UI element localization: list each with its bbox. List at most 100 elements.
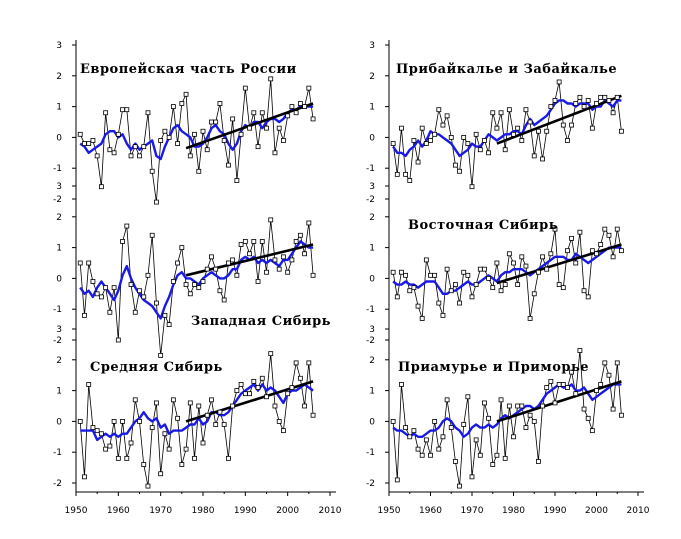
annual-point: [502, 455, 508, 461]
annual-point: [268, 76, 274, 82]
annual-point: [170, 397, 176, 403]
annual-point: [573, 260, 579, 266]
annual-point: [132, 309, 138, 315]
annual-point: [217, 409, 223, 415]
annual-point: [581, 406, 587, 412]
annual-point: [548, 104, 554, 109]
annual-point: [577, 348, 583, 353]
annual-point: [293, 360, 299, 366]
y-tick-label: 0: [56, 133, 62, 143]
annual-point: [536, 269, 541, 275]
y-tick-label: 2: [56, 356, 62, 366]
annual-point: [585, 98, 591, 103]
annual-point: [179, 245, 185, 251]
annual-point: [436, 107, 442, 113]
annual-point: [302, 251, 308, 257]
annual-point: [200, 279, 206, 284]
annual-point: [289, 257, 295, 263]
annual-point: [531, 291, 537, 297]
annual-point: [610, 406, 616, 412]
annual-point: [209, 254, 214, 260]
annual-point: [573, 101, 579, 106]
right-column: 1950 1960 1970 1980 1990 2000 20103210-1-23210…: [366, 40, 650, 516]
annual-point: [230, 403, 236, 409]
annual-point: [137, 418, 142, 424]
annual-point: [247, 391, 252, 397]
annual-point: [120, 239, 125, 244]
annual-point: [565, 248, 570, 254]
annual-point: [107, 147, 113, 153]
panel-title: Приамурье и Приморье: [398, 360, 589, 375]
annual-point: [120, 107, 125, 113]
annual-point: [264, 394, 269, 400]
annual-point: [200, 128, 206, 134]
annual-point: [407, 434, 413, 440]
annual-point: [238, 242, 244, 247]
panel-3: Прибайкалье и Забайкалье: [390, 62, 624, 190]
annual-point: [452, 459, 458, 464]
annual-point: [461, 269, 467, 275]
annual-point: [141, 462, 147, 467]
trend-line: [496, 380, 622, 423]
annual-point: [544, 128, 550, 134]
annual-point: [166, 322, 172, 328]
annual-point: [457, 168, 462, 174]
y-tick-label: 3: [56, 325, 62, 335]
y-tick-label: 3: [369, 325, 375, 335]
annual-point: [511, 131, 516, 137]
x-tick-label: 2010: [627, 506, 650, 516]
annual-point: [107, 309, 113, 315]
annual-point: [225, 162, 231, 168]
annual-point: [99, 184, 104, 190]
y-tick-label: 2: [56, 72, 62, 82]
annual-point: [238, 131, 244, 137]
annual-point: [440, 312, 446, 318]
annual-point: [448, 425, 454, 430]
annual-point: [411, 428, 417, 434]
annual-point: [581, 288, 587, 294]
y-tick-label: 1: [369, 103, 375, 113]
annual-point: [589, 428, 595, 434]
annual-point: [86, 141, 92, 146]
annual-point: [577, 229, 583, 235]
annual-point: [179, 462, 185, 467]
annual-point: [560, 285, 566, 291]
annual-point: [217, 101, 223, 106]
annual-point: [552, 226, 558, 232]
annual-point: [272, 150, 278, 156]
annual-point: [527, 412, 533, 418]
annual-point: [213, 422, 219, 427]
annual-point: [204, 412, 210, 418]
y-tick-label: 3: [369, 41, 375, 51]
annual-point: [251, 378, 257, 384]
annual-point: [162, 431, 168, 437]
annual-point: [523, 107, 529, 113]
annual-point: [162, 128, 168, 134]
annual-point: [536, 459, 541, 464]
annual-point: [399, 125, 404, 131]
annual-point: [515, 403, 521, 409]
annual-point: [540, 156, 545, 162]
annual-point: [259, 375, 265, 381]
annual-point: [217, 288, 223, 294]
annual-point: [192, 131, 197, 137]
annual-point: [552, 98, 558, 103]
annual-point: [221, 138, 227, 143]
y-tick-label: 3: [369, 182, 375, 192]
annual-point: [77, 260, 83, 266]
annual-point: [149, 168, 155, 174]
annual-point: [204, 266, 210, 272]
x-tick-label: 2000: [276, 506, 299, 516]
annual-point: [310, 116, 316, 122]
annual-point: [581, 104, 587, 109]
annual-point: [390, 269, 396, 275]
annual-point: [90, 279, 96, 284]
x-tick-label: 2000: [585, 506, 608, 516]
y-tick-label: -1: [366, 164, 375, 174]
annual-point: [482, 138, 487, 143]
annual-point: [255, 144, 261, 150]
smoothed-series-line: [392, 246, 622, 295]
annual-point: [200, 440, 206, 446]
y-tick-label: 1: [56, 387, 62, 397]
annual-point: [610, 254, 616, 260]
